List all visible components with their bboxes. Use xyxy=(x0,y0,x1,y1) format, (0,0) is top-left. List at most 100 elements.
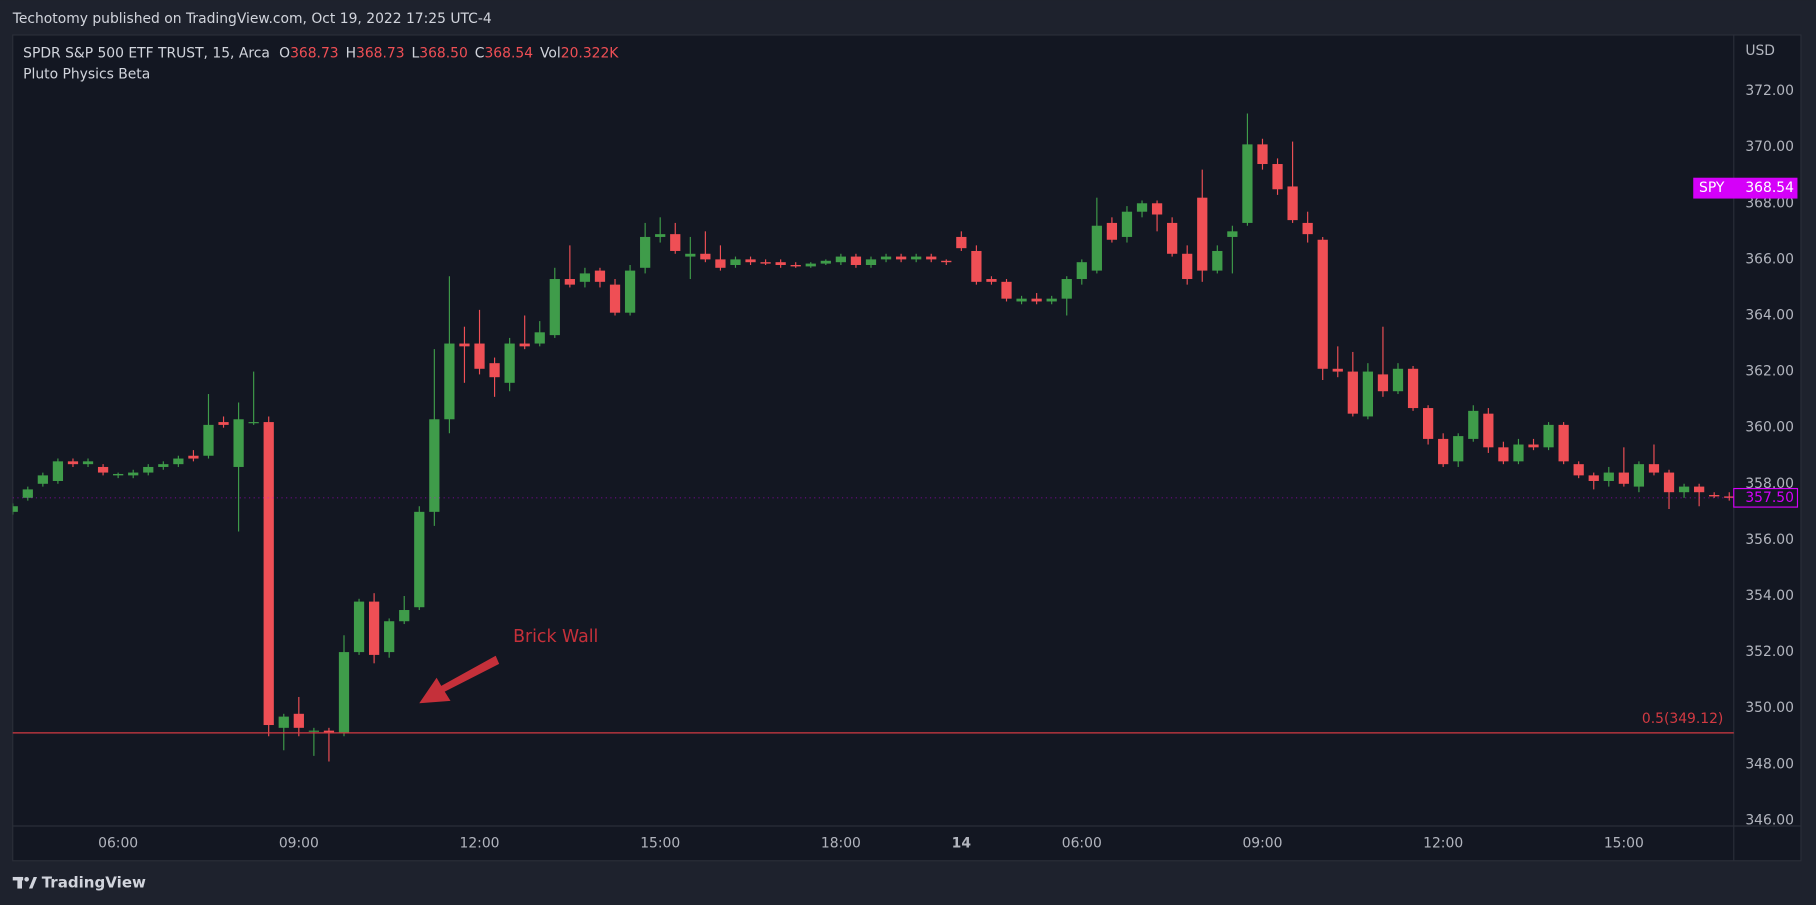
x-tick-label: 15:00 xyxy=(640,835,680,851)
pane-border xyxy=(12,34,1802,862)
candle-body xyxy=(745,259,756,263)
legend: SPDR S&P 500 ETF TRUST, 15, Arca O368.73 H… xyxy=(23,46,619,62)
candle-body xyxy=(730,259,741,265)
legend-value: 20.322K xyxy=(561,46,620,62)
candle-body xyxy=(1422,408,1434,439)
candle-body xyxy=(1709,495,1720,497)
price-label-box xyxy=(1733,487,1799,508)
candle-body xyxy=(1242,144,1253,223)
candle-body xyxy=(895,256,907,260)
candle-body xyxy=(1392,368,1404,392)
candle-body xyxy=(338,652,350,734)
x-tick-label: 18:00 xyxy=(821,835,861,851)
brand: TradingView xyxy=(42,873,146,891)
candle-body xyxy=(173,458,184,465)
candle-body xyxy=(414,511,425,608)
candle-body xyxy=(263,422,274,726)
price-label-value: 357.50 xyxy=(1745,490,1794,506)
candle-body xyxy=(1106,222,1118,240)
candle-body xyxy=(504,343,515,383)
y-tick-label: 348.00 xyxy=(1745,756,1794,772)
candle-body xyxy=(233,419,244,467)
candle-body xyxy=(308,730,320,732)
candle-body xyxy=(1362,371,1374,417)
candle-body xyxy=(158,464,169,467)
candle-body xyxy=(670,234,681,251)
candle-body xyxy=(429,419,440,512)
y-tick-label: 352.00 xyxy=(1745,644,1794,660)
candle-body xyxy=(1197,197,1208,271)
candle-body xyxy=(37,475,48,484)
candle-body xyxy=(1227,231,1238,237)
legend-value: 368.50 xyxy=(419,46,468,62)
candle-body xyxy=(1648,464,1660,473)
candle-body xyxy=(971,250,982,282)
currency: USD xyxy=(1745,43,1775,59)
candle-body xyxy=(1136,203,1148,212)
candle-body xyxy=(248,422,259,424)
legend-value: 368.73 xyxy=(290,46,339,62)
candle-body xyxy=(760,262,771,264)
candle-body xyxy=(850,256,862,265)
legend-key: L xyxy=(412,46,420,62)
y-tick-label: 372.00 xyxy=(1745,83,1794,99)
candle-body xyxy=(1633,464,1645,487)
candle-body xyxy=(1061,279,1072,299)
candle-body xyxy=(986,279,997,282)
price-label-box xyxy=(1693,177,1798,199)
candle-body xyxy=(1287,186,1298,221)
candle-body xyxy=(549,279,560,336)
y-tick-label: 362.00 xyxy=(1745,364,1794,380)
candle-body xyxy=(956,236,967,249)
legend-value: 368.73 xyxy=(356,46,405,62)
candle-body xyxy=(203,424,214,456)
candle-body xyxy=(1603,472,1614,481)
candle-body xyxy=(624,270,636,313)
legend-key: C xyxy=(475,46,485,62)
candle-body xyxy=(188,455,199,459)
candle-body xyxy=(519,343,530,347)
x-tick-label: 06:00 xyxy=(1062,835,1102,851)
candle-body xyxy=(113,473,124,476)
candle-body xyxy=(926,256,937,260)
y-tick-label: 346.00 xyxy=(1745,812,1794,828)
y-tick-label: 350.00 xyxy=(1745,700,1794,716)
candle-body xyxy=(1724,496,1734,498)
candle-body xyxy=(1076,262,1087,280)
candle-body xyxy=(1663,472,1675,493)
candle-body xyxy=(1438,438,1449,465)
candle-body xyxy=(1694,486,1705,493)
y-tick-label: 356.00 xyxy=(1745,532,1794,548)
candle-body xyxy=(218,422,229,425)
candle-body xyxy=(640,236,651,268)
candle-body xyxy=(1121,211,1133,237)
indicator-name: Pluto Physics Beta xyxy=(23,66,150,82)
candle-body xyxy=(459,343,470,347)
candle-body xyxy=(82,461,94,465)
candle-body xyxy=(1573,464,1584,476)
candle-body xyxy=(353,601,365,653)
candle-body xyxy=(865,259,877,265)
candle-body xyxy=(534,332,545,344)
candle-body xyxy=(1678,486,1690,493)
candle-body xyxy=(700,253,711,260)
candle-body xyxy=(1588,475,1599,481)
publish-header: Techotomy published on TradingView.com, … xyxy=(12,11,492,27)
candle-body xyxy=(67,461,79,465)
candle-body xyxy=(820,260,831,264)
candle-body xyxy=(1151,203,1163,215)
candle-body xyxy=(579,273,591,282)
candle-body xyxy=(1031,298,1042,302)
plot-area xyxy=(12,113,1734,762)
candle-body xyxy=(368,601,380,655)
candle-body xyxy=(1377,374,1389,392)
candle-body xyxy=(1272,164,1283,190)
candle-body xyxy=(1498,447,1509,462)
level-label: 0.5(349.12) xyxy=(1642,711,1723,727)
candle-body xyxy=(278,716,289,728)
candle-body xyxy=(1513,444,1524,462)
price-label-value: 368.54 xyxy=(1745,180,1794,196)
y-tick-label: 366.00 xyxy=(1745,251,1794,267)
